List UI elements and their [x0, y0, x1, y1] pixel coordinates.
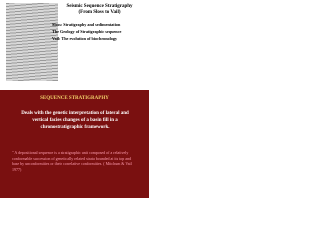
body-text: Deals with the genetic interpretation of…: [21, 111, 129, 130]
slide-bottom: SEQUENCE STRATIGRAPHY Deals with the gen…: [0, 90, 149, 198]
seismic-image: [6, 3, 58, 81]
title-line: (From Sloss to Vail): [78, 10, 121, 15]
slide-top: Seismic Sequence Stratigraphy (From Slos…: [0, 0, 149, 88]
title-line: Seismic Sequence Stratigraphy: [66, 4, 133, 9]
item: Vail: The evolution of biochronology: [52, 36, 118, 41]
quote: " A depositional sequence is a stratigra…: [12, 150, 132, 172]
item: The Geology of Stratigraphic sequence: [52, 29, 122, 34]
heading: SEQUENCE STRATIGRAPHY: [40, 96, 109, 101]
item: Sloss: Stratigraphy and sedimentation: [52, 22, 121, 27]
page: Seismic Sequence Stratigraphy (From Slos…: [0, 0, 149, 198]
title: Seismic Sequence Stratigraphy (From Slos…: [52, 4, 147, 16]
